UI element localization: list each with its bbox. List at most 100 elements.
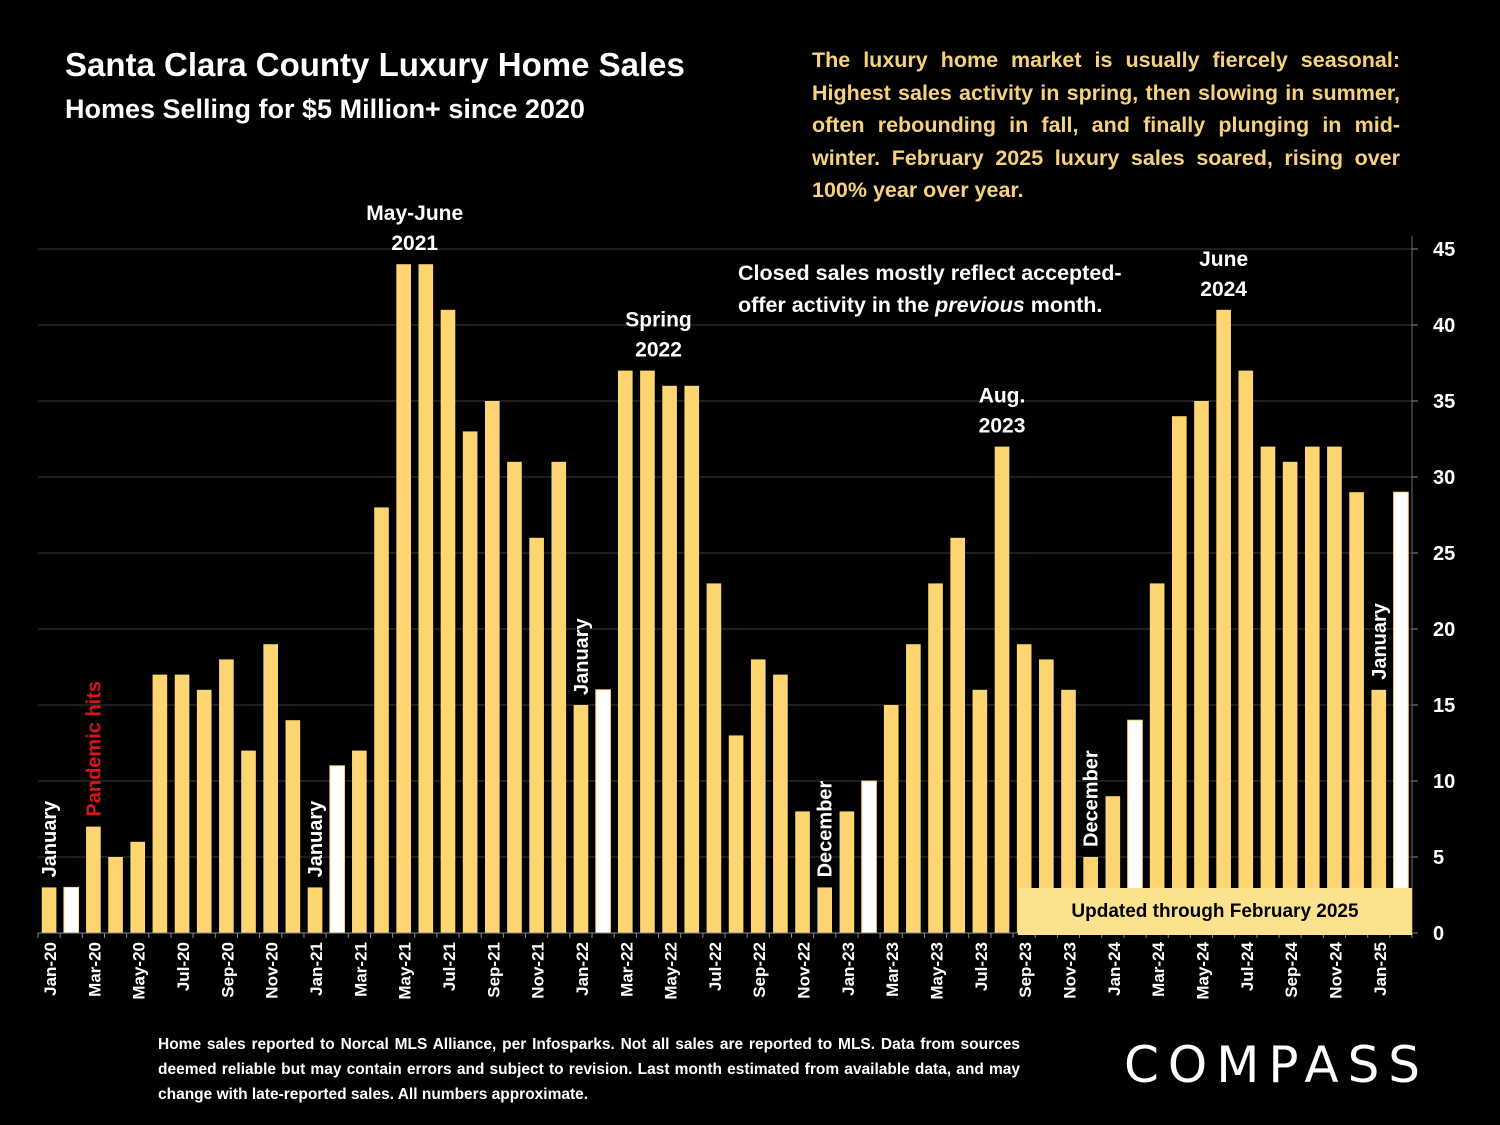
x-tick-label: Sep-24	[1282, 941, 1301, 997]
bar-annotation: Aug. 2023	[979, 385, 1026, 438]
x-tick-label: Jan-20	[41, 942, 60, 996]
bar	[1172, 416, 1187, 933]
bar	[751, 659, 766, 933]
bar	[707, 583, 722, 933]
bar-annotation: May-June 2021	[366, 202, 463, 255]
bar	[618, 371, 633, 933]
bar	[419, 264, 434, 933]
y-tick-label: 20	[1433, 619, 1455, 641]
bar	[1305, 447, 1320, 933]
bar-annotation: December	[815, 780, 837, 877]
y-tick-label: 15	[1433, 695, 1455, 717]
bar-annotation: January	[305, 800, 327, 878]
y-tick-label: 40	[1433, 315, 1455, 337]
x-tick-label: Jul-24	[1238, 941, 1257, 991]
bar	[441, 310, 456, 933]
x-tick-label: Nov-23	[1061, 942, 1080, 999]
x-tick-label: Jul-23	[972, 942, 991, 991]
bar-annotation: January	[39, 800, 61, 878]
bar	[153, 675, 168, 933]
bar	[485, 401, 500, 933]
bar	[507, 462, 522, 933]
bar-annotation-line: 2023	[979, 415, 1026, 438]
bar-annotation-line: Aug.	[979, 385, 1026, 408]
bar-annotation: January	[571, 617, 593, 695]
y-tick-label: 45	[1433, 239, 1455, 261]
bar	[86, 827, 101, 933]
bar	[928, 583, 943, 933]
bar-annotation-line: May-June	[366, 202, 463, 225]
x-tick-label: Jan-21	[307, 942, 326, 996]
x-tick-label: Mar-23	[883, 942, 902, 997]
bar	[1261, 447, 1276, 933]
bar	[906, 644, 921, 933]
bar	[1349, 492, 1364, 933]
x-tick-label: May-20	[130, 942, 149, 1000]
bar	[973, 690, 988, 933]
compass-logo: COMPASS	[1124, 1036, 1429, 1094]
bar	[862, 781, 877, 933]
x-tick-label: Nov-24	[1326, 941, 1345, 998]
x-tick-label: Jul-22	[706, 942, 725, 991]
source-footnote: Home sales reported to Norcal MLS Allian…	[158, 1032, 1020, 1107]
bar	[396, 264, 411, 933]
x-tick-label: May-23	[928, 942, 947, 1000]
x-tick-label: Jan-24	[1105, 941, 1124, 995]
bar-annotation-line: Spring	[625, 309, 692, 332]
bar-annotation: December	[1081, 750, 1103, 847]
bar	[529, 538, 544, 933]
bar-annotation: Spring 2022	[625, 309, 692, 362]
bar	[330, 766, 345, 933]
x-tick-label: Jan-23	[839, 942, 858, 996]
bar	[130, 842, 145, 933]
bars	[42, 264, 1408, 933]
x-tick-label: Jul-20	[174, 942, 193, 991]
bar	[950, 538, 965, 933]
bar	[640, 371, 655, 933]
x-tick-label: Nov-22	[795, 942, 814, 999]
bar	[241, 751, 256, 933]
x-tick-label: Sep-22	[750, 942, 769, 998]
bar	[596, 690, 611, 933]
x-tick-label: Sep-20	[218, 942, 237, 998]
x-tick-label: May-22	[662, 942, 681, 1000]
x-tick-label: Mar-22	[617, 942, 636, 997]
x-tick-label: Nov-21	[529, 942, 548, 999]
bar	[42, 887, 57, 933]
y-tick-label: 5	[1433, 847, 1444, 869]
bar	[1194, 401, 1209, 933]
y-tick-label: 25	[1433, 543, 1455, 565]
bar	[1150, 583, 1165, 933]
bar	[773, 675, 788, 933]
bar-annotation-line: June	[1199, 248, 1248, 271]
bar-annotation-line: 2024	[1200, 278, 1247, 301]
bar	[263, 644, 278, 933]
bar-annotation-line: 2021	[391, 232, 438, 255]
y-tick-label: 30	[1433, 467, 1455, 489]
bar	[219, 659, 234, 933]
bar	[1238, 371, 1253, 933]
bar	[374, 507, 389, 933]
updated-badge: Updated through February 2025	[1018, 888, 1412, 935]
x-tick-label: Sep-23	[1016, 942, 1035, 998]
x-tick-label: May-21	[396, 942, 415, 1000]
y-tick-label: 0	[1433, 923, 1444, 945]
bar	[197, 690, 212, 933]
bar	[817, 887, 832, 933]
bar-annotation: January	[1369, 602, 1391, 680]
x-tick-label: Mar-20	[85, 942, 104, 997]
bar	[1283, 462, 1298, 933]
x-tick-label: Sep-21	[484, 942, 503, 998]
bar	[175, 675, 190, 933]
bar-chart: 051015202530354045Jan-20 Mar-20 May-20 Jul-…	[0, 0, 1500, 1125]
bar	[662, 386, 677, 933]
x-tick-label: Jan-22	[573, 942, 592, 996]
y-tick-label: 35	[1433, 391, 1455, 413]
bar	[840, 811, 855, 933]
bar	[729, 735, 744, 933]
bar	[308, 887, 323, 933]
bar	[1327, 447, 1342, 933]
bar	[551, 462, 566, 933]
bar	[352, 751, 367, 933]
x-tick-label: Jul-21	[440, 942, 459, 991]
